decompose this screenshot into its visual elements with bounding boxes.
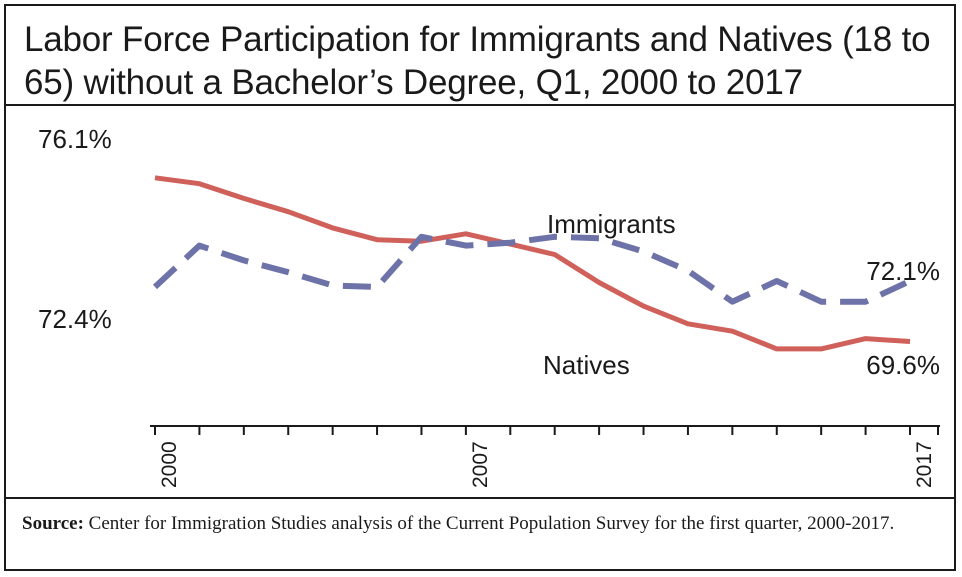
x-tick-label-2017: 2017 <box>913 441 936 488</box>
series-layer <box>152 175 912 352</box>
chart-title: Labor Force Participation for Immigrants… <box>24 20 931 102</box>
source-label: Source: <box>22 513 84 534</box>
chart-frame: Labor Force Participation for Immigrants… <box>4 4 956 571</box>
series-natives-line <box>154 175 911 352</box>
series-immigrants-line <box>152 233 912 305</box>
natives-end-label: 69.6% <box>866 350 940 380</box>
x-axis: 2000 2007 2017 <box>150 425 940 488</box>
source-text: Center for Immigration Studies analysis … <box>88 513 895 534</box>
x-tick-label-2007: 2007 <box>469 441 492 488</box>
title-divider <box>6 104 954 106</box>
label-layer: 76.1% 72.4% Immigrants Natives 72.1% 69.6% <box>38 124 940 380</box>
immigrants-series-label: Immigrants <box>547 209 676 239</box>
source-note: Source: Center for Immigration Studies a… <box>22 511 942 537</box>
x-tick-label-2000: 2000 <box>158 441 181 488</box>
natives-series-label: Natives <box>543 350 630 380</box>
immigrants-end-label: 72.1% <box>866 256 940 286</box>
source-divider <box>6 497 954 499</box>
natives-start-label: 76.1% <box>38 124 112 154</box>
immigrants-start-label: 72.4% <box>38 304 112 334</box>
